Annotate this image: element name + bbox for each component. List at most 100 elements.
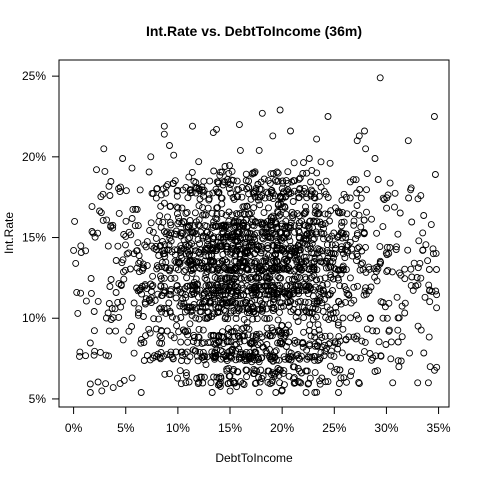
data-point — [209, 352, 217, 360]
data-point — [185, 378, 193, 386]
data-point — [121, 266, 129, 274]
data-point — [293, 338, 301, 346]
data-point — [167, 221, 175, 229]
data-point — [266, 332, 274, 340]
data-point — [293, 210, 301, 218]
data-point — [313, 210, 321, 218]
data-point — [195, 202, 203, 210]
data-point — [250, 189, 258, 197]
data-point — [274, 316, 282, 324]
data-point — [228, 345, 236, 353]
data-point — [233, 210, 241, 218]
data-point — [219, 181, 227, 189]
data-point — [246, 306, 254, 314]
data-point — [213, 345, 221, 353]
data-point — [322, 177, 330, 185]
data-point — [302, 190, 310, 198]
data-point — [157, 223, 165, 231]
data-point — [199, 211, 207, 219]
data-point — [184, 306, 191, 314]
data-point — [278, 340, 286, 348]
data-point — [422, 241, 430, 249]
data-point — [316, 275, 324, 283]
data-point — [229, 234, 237, 241]
data-point — [394, 326, 402, 334]
data-point — [139, 260, 147, 268]
data-point — [253, 315, 261, 323]
data-point — [342, 230, 350, 238]
data-point — [156, 339, 164, 347]
data-point — [207, 251, 215, 259]
data-point — [283, 282, 291, 290]
data-point — [103, 216, 111, 224]
data-point — [171, 251, 179, 259]
data-point — [414, 264, 422, 272]
data-point — [173, 210, 181, 218]
data-point — [217, 374, 225, 382]
data-point — [300, 159, 307, 167]
data-point — [276, 285, 284, 292]
data-point — [362, 145, 370, 153]
data-point — [428, 287, 436, 295]
data-point — [309, 315, 317, 323]
data-point — [327, 274, 335, 281]
data-point — [335, 380, 343, 387]
data-point — [261, 314, 269, 322]
data-point — [194, 352, 201, 360]
data-point — [362, 243, 369, 251]
x-axis: 0% 5% 10% 15% 20% 25% 30% 35% — [65, 406, 451, 435]
data-point — [249, 315, 257, 323]
data-point — [251, 236, 259, 243]
data-point — [139, 313, 147, 320]
data-point — [408, 218, 416, 226]
data-point — [421, 293, 429, 301]
data-point — [215, 259, 223, 267]
data-point — [267, 170, 275, 178]
data-point — [420, 349, 428, 357]
data-point — [149, 190, 157, 197]
data-point — [299, 338, 307, 346]
data-point — [107, 316, 115, 323]
data-point — [128, 374, 136, 382]
data-point — [258, 375, 266, 382]
data-point — [77, 242, 85, 250]
data-point — [327, 351, 335, 359]
data-point — [162, 263, 170, 271]
data-point — [142, 295, 150, 303]
data-point — [318, 374, 326, 382]
data-point — [191, 209, 199, 217]
data-point — [183, 223, 190, 231]
data-point — [240, 291, 248, 299]
data-point — [233, 186, 241, 194]
data-point — [352, 176, 360, 184]
data-point — [266, 352, 274, 360]
data-point — [381, 303, 389, 311]
data-point — [166, 203, 174, 210]
data-point — [263, 331, 271, 339]
data-point — [195, 325, 203, 333]
data-point — [321, 210, 329, 218]
data-point — [175, 328, 183, 336]
data-point — [130, 349, 138, 357]
data-point — [239, 379, 247, 387]
data-point — [270, 305, 278, 313]
data-point — [169, 355, 177, 363]
data-point — [184, 331, 191, 339]
data-point — [387, 338, 395, 346]
x-tick-label: 30% — [374, 421, 398, 435]
data-point — [127, 231, 135, 239]
data-point — [109, 384, 117, 392]
data-point — [196, 222, 203, 230]
data-point — [136, 186, 144, 194]
data-point — [320, 235, 327, 243]
data-point — [209, 235, 217, 243]
data-point — [306, 374, 314, 382]
data-point — [184, 223, 192, 230]
data-point — [160, 130, 168, 138]
data-point — [350, 283, 358, 291]
data-point — [334, 321, 342, 329]
data-point — [93, 166, 100, 174]
data-point — [311, 356, 318, 364]
data-point — [171, 246, 179, 254]
data-point — [231, 275, 238, 283]
